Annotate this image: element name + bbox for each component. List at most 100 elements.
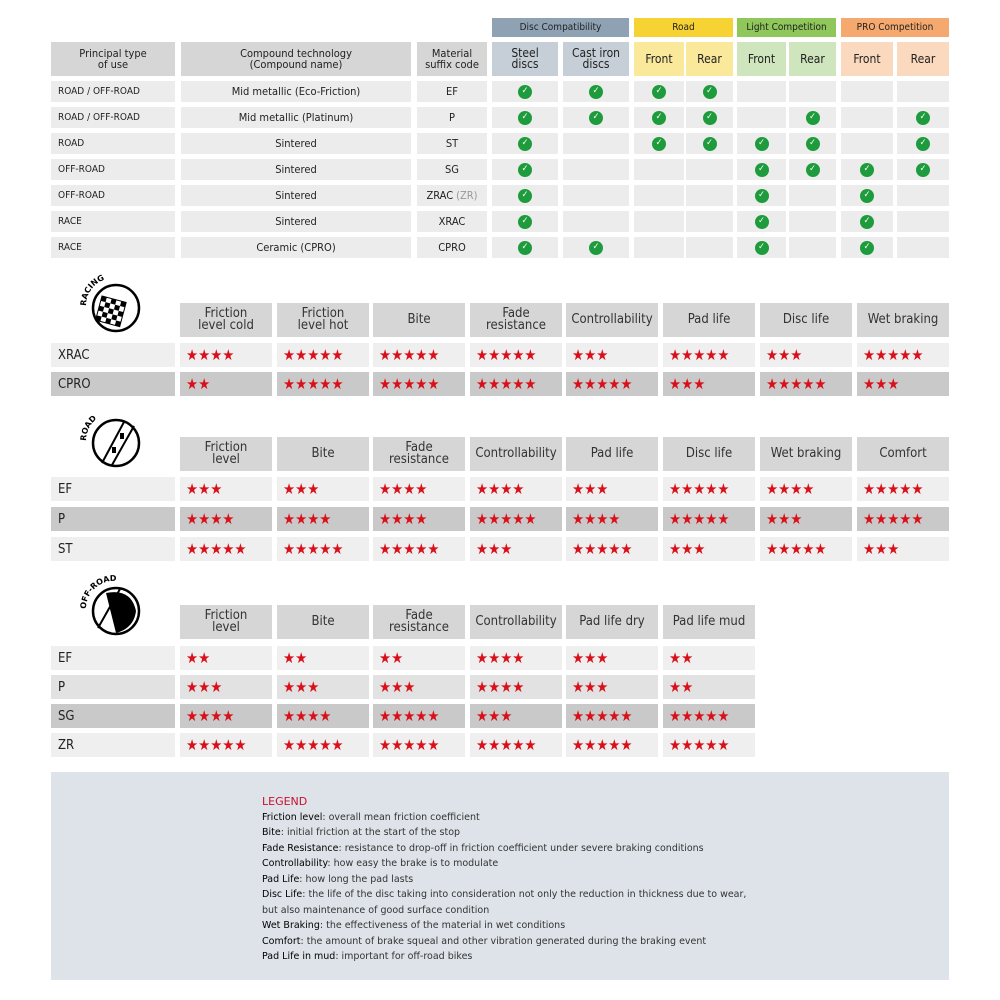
star-rating: ★★★★★: [277, 372, 369, 396]
check-cell: [634, 211, 684, 232]
rating-column-header: Wet braking: [760, 437, 852, 471]
legend-item: Comfort: the amount of brake squeal and …: [262, 934, 746, 950]
check-icon: ✓: [518, 214, 532, 229]
star-rating: ★★★★: [180, 343, 272, 367]
check-cell: ✓: [789, 159, 836, 180]
rating-column-header: Bite: [373, 303, 465, 337]
check-cell: ✓: [897, 159, 949, 180]
rating-column-header: Bite: [277, 437, 369, 471]
compound-cell: Sintered: [181, 185, 411, 206]
star-rating: ★★★★★: [663, 343, 755, 367]
star-rating: ★★★★★: [373, 733, 465, 757]
check-icon: ✓: [518, 240, 532, 255]
star-rating: ★★★: [566, 477, 658, 501]
star-rating: ★★★: [663, 372, 755, 396]
check-cell: [686, 159, 733, 180]
star-rating: ★★★★★: [277, 537, 369, 561]
rating-column-header: Friction level cold: [180, 303, 272, 337]
code-text: ST: [445, 137, 459, 150]
check-cell: ✓: [841, 159, 893, 180]
star-rating: ★★★: [857, 372, 949, 396]
legend-item: but also maintenance of good surface con…: [262, 903, 746, 919]
code-cell: ZRAC (ZR): [417, 185, 487, 206]
check-cell: ✓: [737, 237, 786, 258]
star-rating: ★★★★★: [857, 477, 949, 501]
star-rating: ★★: [180, 372, 272, 396]
rating-column-header: Disc life: [760, 303, 852, 337]
star-rating: ★★★★: [470, 675, 562, 699]
check-cell: [841, 133, 893, 154]
check-cell: [897, 81, 949, 102]
check-cell: ✓: [737, 211, 786, 232]
legend-term: Fade Resistance: [262, 842, 339, 854]
check-icon: ✓: [702, 84, 717, 99]
legend-desc: but also maintenance of good surface con…: [262, 904, 490, 916]
check-icon: ✓: [518, 136, 532, 151]
legend-item: Controllability: how easy the brake is t…: [262, 856, 746, 872]
check-icon: ✓: [518, 162, 532, 177]
check-cell: ✓: [789, 133, 836, 154]
legend-item: Pad Life in mud: important for off-road …: [262, 949, 746, 965]
group-header-2: Light Competition: [737, 18, 836, 37]
check-icon: ✓: [589, 84, 603, 99]
check-icon: ✓: [518, 110, 532, 125]
legend-item: Disc Life: the life of the disc taking i…: [262, 887, 746, 903]
rating-column-header: Controllability: [470, 437, 562, 471]
star-rating: ★★: [663, 675, 755, 699]
code-cell: CPRO: [417, 237, 487, 258]
check-cell: [563, 185, 629, 206]
rating-row-label: ZR: [51, 733, 175, 757]
legend-desc: : how long the pad lasts: [299, 873, 414, 885]
star-rating: ★★: [180, 646, 272, 670]
column-header: Steel discs: [492, 42, 558, 76]
star-rating: ★★★★★: [663, 704, 755, 728]
check-cell: ✓: [897, 133, 949, 154]
check-cell: [686, 237, 733, 258]
star-rating: ★★★★★: [566, 704, 658, 728]
use-cell: RACE: [51, 237, 175, 258]
use-cell: ROAD: [51, 133, 175, 154]
check-cell: ✓: [492, 237, 558, 258]
check-cell: ✓: [492, 107, 558, 128]
rating-column-header: Fade resistance: [373, 605, 465, 639]
use-cell: ROAD / OFF-ROAD: [51, 81, 175, 102]
check-icon: ✓: [518, 84, 532, 99]
use-cell: OFF-ROAD: [51, 185, 175, 206]
star-rating: ★★★: [470, 704, 562, 728]
legend-item: Fade Resistance: resistance to drop-off …: [262, 841, 746, 857]
star-rating: ★★★★★: [373, 343, 465, 367]
column-header: Front: [737, 42, 786, 76]
check-cell: [563, 211, 629, 232]
check-icon: ✓: [754, 214, 769, 229]
legend-term: Disc Life: [262, 889, 303, 900]
star-rating: ★★★★★: [180, 537, 272, 561]
rating-row-label: EF: [51, 477, 175, 501]
rating-row-label: P: [51, 507, 175, 531]
star-rating: ★★★★★: [857, 343, 949, 367]
check-cell: ✓: [492, 133, 558, 154]
compound-cell: Mid metallic (Eco-Friction): [181, 81, 411, 102]
star-rating: ★★★: [277, 477, 369, 501]
legend-term: Bite: [262, 827, 281, 838]
legend-desc: : overall mean friction coefficient: [322, 811, 480, 823]
check-icon: ✓: [589, 110, 603, 125]
check-cell: [897, 185, 949, 206]
code-text: CPRO: [438, 241, 466, 254]
star-rating: ★★★★★: [373, 537, 465, 561]
legend-term: Pad Life: [262, 873, 300, 885]
legend-box: LEGEND Friction level: overall mean fric…: [51, 772, 949, 980]
check-cell: [686, 185, 733, 206]
star-rating: ★★★★: [277, 704, 369, 728]
code-text: ZRAC: [426, 189, 454, 202]
off-road-icon: OFF-ROAD: [79, 574, 141, 636]
check-cell: ✓: [686, 81, 733, 102]
check-icon: ✓: [860, 188, 874, 203]
rating-row-label: SG: [51, 704, 175, 728]
rating-row-label: P: [51, 675, 175, 699]
check-cell: ✓: [492, 185, 558, 206]
column-header: Principal type of use: [51, 42, 175, 76]
rating-column-header: Pad life: [663, 303, 755, 337]
star-rating: ★★★★★: [470, 343, 562, 367]
use-cell: OFF-ROAD: [51, 159, 175, 180]
